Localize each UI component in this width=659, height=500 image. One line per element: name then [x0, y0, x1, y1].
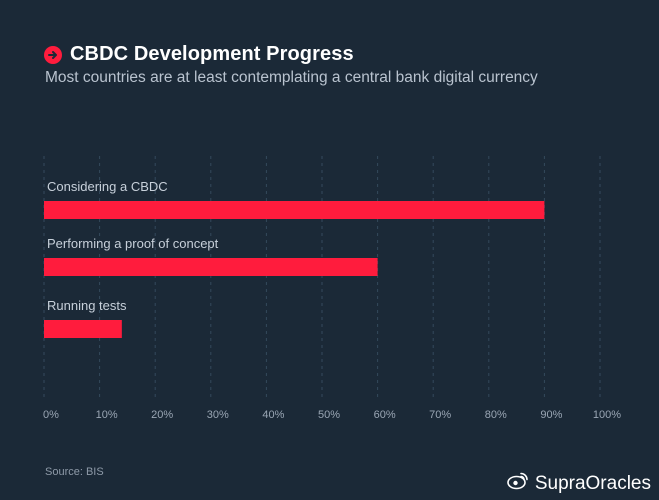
title-row: CBDC Development Progress — [44, 43, 354, 66]
bar — [44, 201, 545, 219]
watermark-text: SupraOracles — [534, 472, 651, 494]
source-note: Source: BIS — [45, 466, 104, 478]
arrow-right-circle-icon — [44, 45, 62, 64]
x-tick-label: 50% — [318, 409, 340, 421]
category-label: Running tests — [47, 298, 127, 313]
x-tick-label: 30% — [207, 409, 229, 421]
weibo-icon — [507, 471, 529, 496]
x-tick-label: 90% — [540, 409, 562, 421]
x-tick-label: 0% — [43, 409, 59, 421]
x-tick-label: 10% — [96, 409, 118, 421]
bar — [44, 258, 378, 276]
x-tick-label: 100% — [593, 409, 621, 421]
x-tick-label: 70% — [429, 409, 451, 421]
bar — [44, 320, 122, 338]
chart-title: CBDC Development Progress — [70, 43, 354, 65]
x-tick-label: 80% — [485, 409, 507, 421]
x-tick-label: 20% — [151, 409, 173, 421]
watermark: SupraOracles — [507, 471, 651, 496]
x-tick-label: 40% — [262, 409, 284, 421]
x-tick-label: 60% — [374, 409, 396, 421]
chart-subtitle: Most countries are at least contemplatin… — [45, 69, 538, 86]
category-label: Performing a proof of concept — [47, 236, 219, 251]
category-label: Considering a CBDC — [47, 179, 168, 194]
